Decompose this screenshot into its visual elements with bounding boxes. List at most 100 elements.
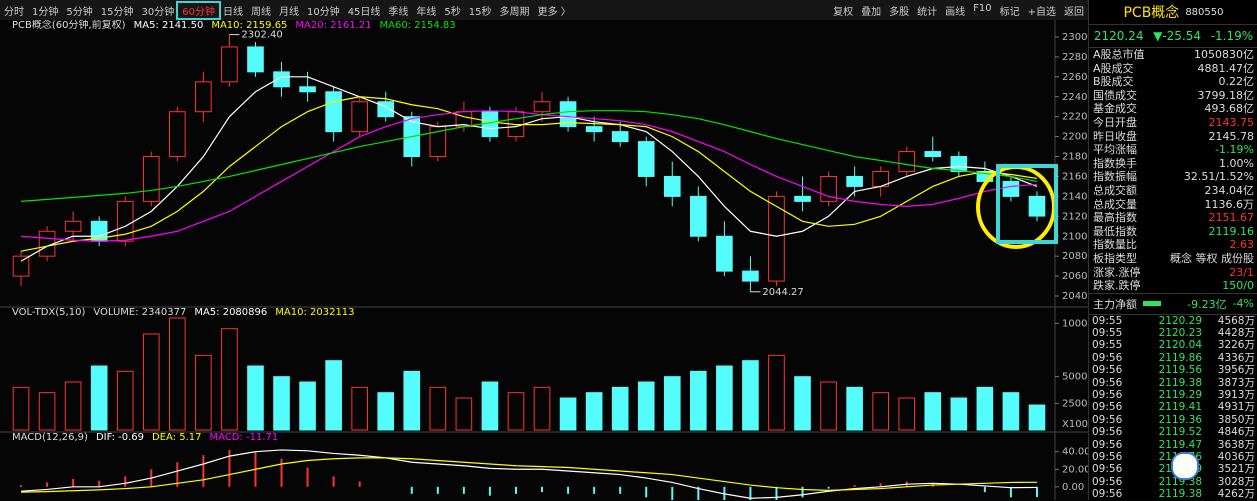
tool-button[interactable]: 多股 <box>889 6 910 18</box>
stat-row: 指数量比 2.63 <box>1089 238 1257 252</box>
candle-body <box>585 126 603 133</box>
volume-bar <box>64 381 82 431</box>
price-change: ▼-25.54 <box>1153 29 1202 43</box>
tick-cell: 2120.29 <box>1158 314 1202 327</box>
stat-row: 总成交额 234.04亿 <box>1089 184 1257 198</box>
y-tick-label: 2060 <box>1062 271 1087 282</box>
tool-button[interactable]: 标记 <box>999 6 1020 18</box>
stat-row: 平均涨幅 -1.19% <box>1089 143 1257 157</box>
period-tab[interactable]: 周线 <box>250 6 271 18</box>
legend-entry: MA5: 2080896 <box>194 307 267 318</box>
candle-body <box>1002 180 1020 197</box>
tick-cell: 3873万 <box>1217 376 1255 389</box>
candle-body <box>273 71 290 88</box>
period-tab[interactable]: 10分钟 <box>306 6 340 18</box>
stat-label: 最高指数 <box>1093 211 1137 225</box>
stat-label: 最低指数 <box>1093 224 1137 238</box>
volume-bar <box>976 386 994 431</box>
stat-label: A股总市值 <box>1093 48 1145 61</box>
tick-row: 09:56 2119.56 3956万 <box>1089 364 1257 376</box>
period-tab[interactable]: 60分钟 <box>176 0 221 20</box>
period-tab[interactable]: 15分钟 <box>100 6 134 18</box>
candle-body <box>169 111 186 158</box>
tool-button[interactable]: 叠加 <box>861 6 882 18</box>
quote-header: PCB概念 880550 <box>1089 0 1257 25</box>
legend-entry: MA10: 2159.65 <box>211 20 287 31</box>
y-tick-label: 0.00 <box>1062 482 1084 493</box>
ma-line <box>20 110 1038 202</box>
tool-button[interactable]: 画线 <box>945 6 966 18</box>
period-tab[interactable]: 1分钟 <box>32 6 59 18</box>
period-tab[interactable]: 季线 <box>388 6 409 18</box>
period-tab[interactable]: 分时 <box>4 6 24 18</box>
tick-cell: 2120.04 <box>1158 339 1202 352</box>
stat-row: 国债成交 3799.18亿 <box>1089 89 1257 103</box>
float-button[interactable] <box>1171 452 1199 480</box>
candle-body <box>12 255 30 277</box>
tool-button[interactable]: F10 <box>973 2 992 14</box>
ma-line <box>20 110 1038 242</box>
stat-value: 概念 等权 成份股 <box>1170 251 1254 265</box>
stat-label: B股成交 <box>1093 75 1134 89</box>
tick-cell: 2119.38 <box>1158 488 1202 501</box>
candle-body <box>611 131 629 143</box>
period-tab[interactable]: 5分钟 <box>66 6 93 18</box>
quote-panel: PCB概念 880550 2120.24 ▼-25.54 -1.19% A股总市值 1050… <box>1088 0 1257 500</box>
tick-cell: 2119.47 <box>1158 438 1202 451</box>
tick-cell: 09:56 <box>1092 364 1123 377</box>
candle-body <box>768 195 785 282</box>
tick-row: 09:56 2119.47 3638万 <box>1089 439 1257 451</box>
stat-label: 跌家.跌停 <box>1093 279 1141 293</box>
tick-cell: 09:56 <box>1092 438 1123 451</box>
tool-button[interactable]: 返回 <box>1064 6 1084 18</box>
stat-row: A股总市值 1050830亿 <box>1089 48 1257 62</box>
ma-line <box>21 457 1037 493</box>
period-tab[interactable]: 30分钟 <box>141 6 175 18</box>
tick-cell: 09:55 <box>1092 339 1123 352</box>
stat-row: 总成交量 1136.6万 <box>1089 198 1257 212</box>
period-tab[interactable]: 多周期 <box>499 6 530 18</box>
period-tab[interactable]: 更多 〉 <box>537 6 571 18</box>
main-force-bar <box>1143 301 1161 307</box>
volume-bar <box>377 392 395 431</box>
volume-bar <box>898 397 916 431</box>
volume-bar <box>299 381 316 431</box>
ma-line <box>20 76 1038 262</box>
stat-label: 昨日收盘 <box>1093 129 1137 143</box>
period-tab[interactable]: 年线 <box>416 6 437 18</box>
stat-value: -1.19% <box>1215 143 1254 157</box>
volume-bar <box>403 370 421 431</box>
stat-row: 今日开盘 2143.75 <box>1089 116 1257 130</box>
stat-value: 3799.18亿 <box>1197 88 1255 102</box>
tool-button[interactable]: 复权 <box>833 6 854 18</box>
tool-button[interactable]: 统计 <box>917 6 938 18</box>
tool-button[interactable]: +自选 <box>1027 6 1056 18</box>
tick-cell: 2119.36 <box>1158 413 1202 426</box>
panel-title: PCB概念(60分钟,前复权) <box>12 20 126 31</box>
tick-cell: 09:56 <box>1092 413 1123 426</box>
stat-value: 1050830亿 <box>1194 48 1254 61</box>
tick-cell: 4036万 <box>1217 450 1255 463</box>
price-price: 2120.24 <box>1093 29 1144 43</box>
y-tick-label: 2080 <box>1062 251 1087 262</box>
volume-bar <box>663 376 681 431</box>
volume-bar <box>820 381 837 431</box>
period-tab[interactable]: 日线 <box>222 6 243 18</box>
tick-row: 09:56 2119.38 3873万 <box>1089 377 1257 389</box>
main-force-value: -9.23亿 <box>1187 297 1227 311</box>
period-tab[interactable]: 45日线 <box>347 6 381 18</box>
period-tab[interactable]: 月线 <box>278 6 299 18</box>
y-tick-label: 2140 <box>1062 191 1087 202</box>
tick-cell: 09:56 <box>1092 389 1123 402</box>
volume-bar <box>481 381 499 431</box>
volume-bar <box>325 360 342 431</box>
volume-bar <box>247 365 264 431</box>
tick-cell: 09:56 <box>1092 426 1123 439</box>
volume-bar <box>768 354 785 431</box>
y-tick-label: 40.00 <box>1062 447 1088 458</box>
tick-cell: 3521万 <box>1217 463 1255 476</box>
volume-bar <box>872 392 889 431</box>
stat-label: 基金成交 <box>1093 102 1137 116</box>
period-tab[interactable]: 15秒 <box>468 6 492 18</box>
period-tab[interactable]: 5秒 <box>444 6 461 18</box>
